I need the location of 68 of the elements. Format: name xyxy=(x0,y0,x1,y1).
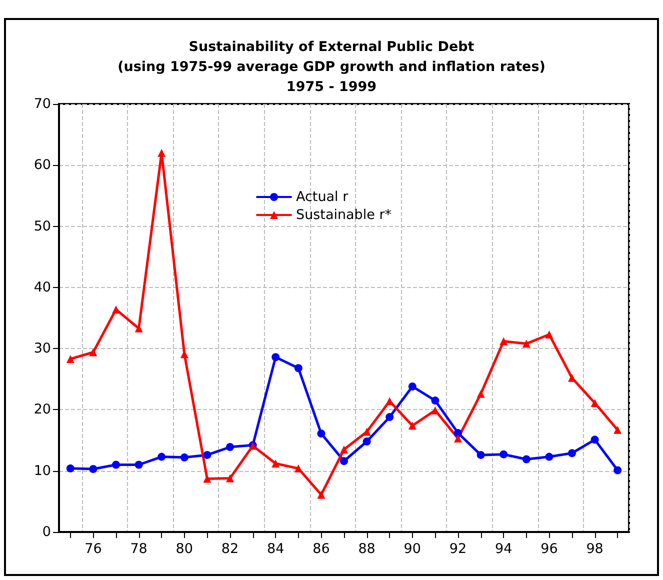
point xyxy=(545,330,554,339)
point xyxy=(500,337,508,346)
point xyxy=(386,413,394,422)
y-tick-label: 20 xyxy=(34,402,51,418)
x-tick-label: 92 xyxy=(449,541,467,557)
point xyxy=(545,452,554,461)
point xyxy=(408,422,416,430)
x-tick-label: 98 xyxy=(586,541,604,557)
point xyxy=(590,398,599,407)
point xyxy=(89,465,98,474)
y-tick-label: 50 xyxy=(34,218,51,234)
x-tick-label: 90 xyxy=(404,541,421,557)
x-tick-label: 84 xyxy=(267,541,284,557)
point xyxy=(408,382,416,390)
point xyxy=(317,490,326,499)
point xyxy=(431,406,440,414)
x-tick-label: 78 xyxy=(130,541,148,557)
point xyxy=(362,428,371,436)
point xyxy=(203,474,212,483)
point xyxy=(522,455,530,464)
point xyxy=(158,452,166,461)
y-tick-label: 60 xyxy=(34,157,51,174)
point xyxy=(134,460,143,469)
point xyxy=(568,374,576,382)
point xyxy=(203,450,212,459)
x-tick-label: 76 xyxy=(84,541,102,557)
y-tick-label: 0 xyxy=(42,524,51,540)
point xyxy=(226,474,234,482)
point xyxy=(112,305,120,314)
x-tick-label: 80 xyxy=(176,541,193,557)
point xyxy=(362,438,371,446)
point xyxy=(568,449,576,458)
point xyxy=(476,450,485,459)
point xyxy=(112,460,120,469)
point xyxy=(454,428,462,437)
point xyxy=(226,443,234,452)
x-tick-label: 82 xyxy=(221,541,239,557)
point xyxy=(89,348,98,356)
point xyxy=(522,340,530,348)
chart-title: Sustainability of External Public Debt (using 1975-99 average GDP growth and inflation rates) 1975 - 1999 xyxy=(118,39,546,95)
y-tick-label: 30 xyxy=(34,340,51,357)
point xyxy=(454,434,462,442)
point xyxy=(66,464,74,472)
point xyxy=(180,453,188,462)
legend-label: Sustainable r* xyxy=(296,207,392,223)
point xyxy=(500,450,508,458)
point xyxy=(66,354,74,363)
y-tick-label: 10 xyxy=(34,462,51,479)
point xyxy=(431,396,440,405)
y-tick-label: 70 xyxy=(34,96,51,112)
point xyxy=(590,436,599,444)
legend-label: Actual r xyxy=(296,189,349,205)
point xyxy=(340,445,348,454)
point xyxy=(294,464,302,472)
point xyxy=(614,426,622,434)
point xyxy=(294,364,302,372)
x-tick-label: 94 xyxy=(495,541,512,557)
point xyxy=(476,390,485,398)
x-tick-label: 96 xyxy=(540,541,558,557)
x-tick-label: 86 xyxy=(312,541,330,557)
x-tick-label: 88 xyxy=(358,541,376,557)
point xyxy=(317,430,326,438)
point xyxy=(614,466,622,474)
point xyxy=(272,353,280,362)
y-tick-label: 40 xyxy=(34,279,51,296)
point xyxy=(158,148,166,157)
point xyxy=(340,457,348,466)
point xyxy=(272,460,280,468)
